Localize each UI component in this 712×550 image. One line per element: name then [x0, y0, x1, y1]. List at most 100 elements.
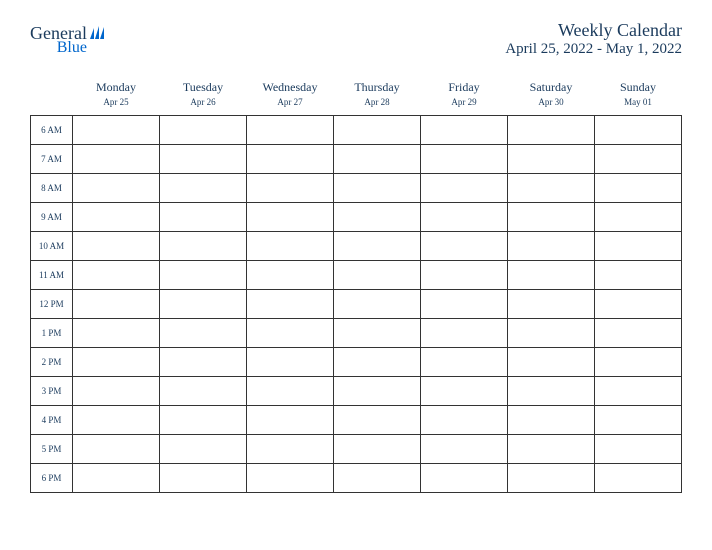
hour-label: 6 AM — [31, 116, 73, 145]
hour-label: 12 PM — [31, 290, 73, 319]
calendar-cell — [334, 116, 421, 145]
day-date: Apr 30 — [508, 97, 595, 107]
hour-label: 2 PM — [31, 348, 73, 377]
calendar-cell — [508, 377, 595, 406]
calendar-cell — [334, 232, 421, 261]
calendar-cell — [508, 406, 595, 435]
day-name: Monday — [73, 80, 160, 95]
hour-label: 6 PM — [31, 464, 73, 493]
day-date: Apr 29 — [421, 97, 508, 107]
calendar-cell — [160, 145, 247, 174]
calendar-cell — [508, 464, 595, 493]
hour-label: 5 PM — [31, 435, 73, 464]
calendar-cell — [508, 145, 595, 174]
calendar-cell — [421, 464, 508, 493]
calendar-cell — [508, 435, 595, 464]
hour-row: 12 PM — [31, 290, 682, 319]
calendar-cell — [334, 348, 421, 377]
calendar-cell — [73, 232, 160, 261]
day-header: Monday Apr 25 — [73, 78, 160, 116]
calendar-cell — [421, 319, 508, 348]
day-name: Wednesday — [247, 80, 334, 95]
hour-row: 5 PM — [31, 435, 682, 464]
hour-label: 1 PM — [31, 319, 73, 348]
calendar-cell — [595, 232, 682, 261]
header-row: Monday Apr 25 Tuesday Apr 26 Wednesday A… — [31, 78, 682, 116]
calendar-cell — [73, 406, 160, 435]
calendar-cell — [595, 406, 682, 435]
calendar-cell — [247, 116, 334, 145]
calendar-cell — [334, 406, 421, 435]
day-name: Thursday — [334, 80, 421, 95]
calendar-cell — [334, 464, 421, 493]
calendar-cell — [421, 203, 508, 232]
calendar-cell — [160, 232, 247, 261]
calendar-cell — [595, 464, 682, 493]
hour-label: 4 PM — [31, 406, 73, 435]
title-block: Weekly Calendar April 25, 2022 - May 1, … — [505, 20, 682, 58]
hour-row: 4 PM — [31, 406, 682, 435]
calendar-cell — [508, 232, 595, 261]
day-header: Thursday Apr 28 — [334, 78, 421, 116]
calendar-cell — [595, 174, 682, 203]
calendar-cell — [247, 290, 334, 319]
calendar-cell — [595, 261, 682, 290]
calendar-cell — [421, 261, 508, 290]
calendar-cell — [508, 203, 595, 232]
calendar-cell — [421, 232, 508, 261]
calendar-cell — [247, 203, 334, 232]
hour-row: 10 AM — [31, 232, 682, 261]
calendar-cell — [421, 290, 508, 319]
calendar-cell — [595, 319, 682, 348]
calendar-cell — [595, 116, 682, 145]
calendar-cell — [160, 406, 247, 435]
calendar-cell — [247, 145, 334, 174]
calendar-cell — [73, 319, 160, 348]
hour-label: 7 AM — [31, 145, 73, 174]
hour-row: 11 AM — [31, 261, 682, 290]
time-col-header — [31, 78, 73, 116]
day-date: Apr 28 — [334, 97, 421, 107]
calendar-cell — [160, 435, 247, 464]
logo-text: General Blue — [30, 24, 87, 56]
calendar-cell — [508, 290, 595, 319]
calendar-cell — [421, 174, 508, 203]
calendar-cell — [73, 464, 160, 493]
calendar-cell — [247, 464, 334, 493]
calendar-cell — [160, 319, 247, 348]
hour-label: 3 PM — [31, 377, 73, 406]
sails-icon — [89, 26, 105, 40]
calendar-cell — [160, 261, 247, 290]
day-header: Wednesday Apr 27 — [247, 78, 334, 116]
calendar-cell — [334, 319, 421, 348]
calendar-cell — [595, 377, 682, 406]
calendar-cell — [247, 435, 334, 464]
logo-blue-text: Blue — [30, 40, 87, 56]
calendar-cell — [160, 290, 247, 319]
header: General Blue Weekly Calendar April 25, 2… — [30, 20, 682, 58]
calendar-cell — [73, 174, 160, 203]
calendar-cell — [160, 464, 247, 493]
calendar-cell — [73, 261, 160, 290]
hour-row: 8 AM — [31, 174, 682, 203]
calendar-cell — [247, 406, 334, 435]
calendar-cell — [595, 203, 682, 232]
calendar-cell — [595, 145, 682, 174]
day-name: Tuesday — [160, 80, 247, 95]
calendar-cell — [73, 116, 160, 145]
calendar-cell — [421, 348, 508, 377]
calendar-cell — [421, 377, 508, 406]
calendar-cell — [508, 348, 595, 377]
hour-label: 9 AM — [31, 203, 73, 232]
calendar-cell — [247, 174, 334, 203]
calendar-cell — [421, 435, 508, 464]
day-date: Apr 26 — [160, 97, 247, 107]
hour-row: 7 AM — [31, 145, 682, 174]
calendar-cell — [160, 377, 247, 406]
day-name: Saturday — [508, 80, 595, 95]
calendar-cell — [247, 348, 334, 377]
calendar-cell — [334, 377, 421, 406]
calendar-cell — [595, 435, 682, 464]
calendar-cell — [160, 348, 247, 377]
day-header: Saturday Apr 30 — [508, 78, 595, 116]
